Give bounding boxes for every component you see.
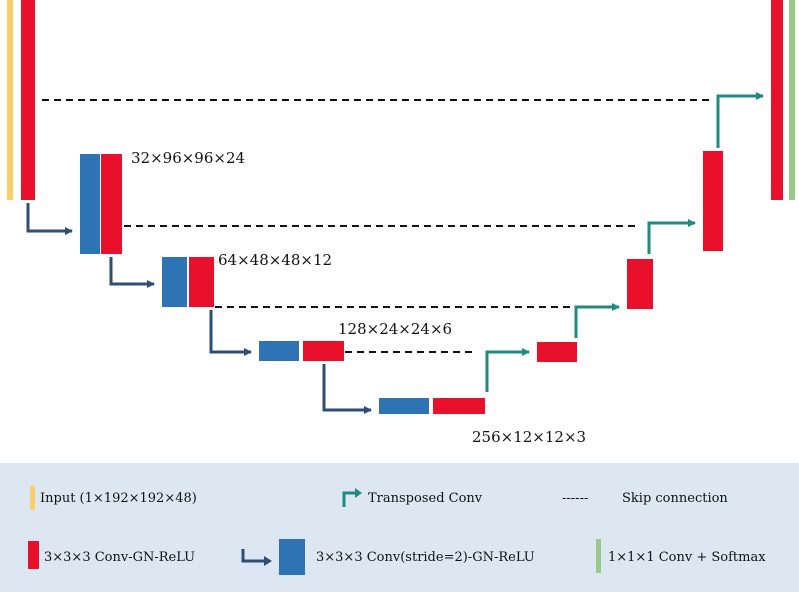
- legend-softmax-label: 1×1×1 Conv + Softmax: [608, 550, 766, 565]
- encoder-conv-level2: [189, 257, 214, 307]
- legend-skip-label: Skip connection: [622, 491, 728, 506]
- downsample-arrow-1: [26, 203, 73, 235]
- dim-label-level4: 256×12×12×3: [472, 428, 586, 446]
- encoder-strided-level3: [259, 341, 299, 361]
- upsample-arrows: [485, 92, 764, 392]
- dim-label-level1: 32×96×96×24: [131, 149, 245, 167]
- decoder-conv-level3: [537, 342, 577, 362]
- downsample-arrow-4: [322, 364, 372, 414]
- encoder-strided-level1: [80, 154, 100, 254]
- downsample-arrow-2: [109, 257, 155, 288]
- decoder-conv-level0: [771, 0, 783, 200]
- transposed-arrow-2: [574, 303, 620, 338]
- input-bar: [7, 0, 13, 200]
- transposed-arrow-3: [647, 219, 696, 254]
- bottleneck-conv: [433, 398, 485, 414]
- legend-skip-dashes: ------: [562, 491, 589, 506]
- legend: Input (1×192×192×48) Transposed Conv ---…: [0, 463, 799, 592]
- encoder-conv-level3: [303, 341, 344, 361]
- legend-conv-swatch: [28, 541, 39, 569]
- transposed-arrow-4: [716, 92, 764, 148]
- legend-transposed-arrow-icon: [342, 488, 362, 507]
- legend-transposed-label: Transposed Conv: [368, 491, 483, 506]
- decoder-conv-level1: [703, 151, 723, 251]
- legend-strided-label: 3×3×3 Conv(stride=2)-GN-ReLU: [316, 550, 535, 565]
- legend-conv-label: 3×3×3 Conv-GN-ReLU: [44, 550, 196, 565]
- dim-label-level3: 128×24×24×6: [338, 320, 452, 338]
- legend-downsample-arrow-icon: [241, 549, 272, 566]
- encoder-conv-level0: [21, 0, 35, 200]
- bottleneck-strided: [379, 398, 429, 414]
- encoder-conv-level1: [101, 154, 122, 254]
- transposed-arrow-1: [485, 348, 530, 392]
- softmax-bar: [789, 0, 795, 200]
- downsample-arrow-3: [209, 310, 252, 356]
- dim-label-level2: 64×48×48×12: [218, 251, 332, 269]
- decoder-conv-level2: [627, 259, 653, 309]
- legend-input-swatch: [30, 486, 35, 510]
- legend-strided-swatch: [279, 539, 305, 575]
- unet-diagram: 32×96×96×24 64×48×48×12 128×24×24×6 256×…: [7, 0, 795, 446]
- legend-softmax-swatch: [596, 539, 601, 573]
- encoder-strided-level2: [162, 257, 187, 307]
- skip-connections: [42, 99, 712, 353]
- downsample-arrows: [26, 203, 372, 414]
- legend-input-label: Input (1×192×192×48): [40, 491, 197, 506]
